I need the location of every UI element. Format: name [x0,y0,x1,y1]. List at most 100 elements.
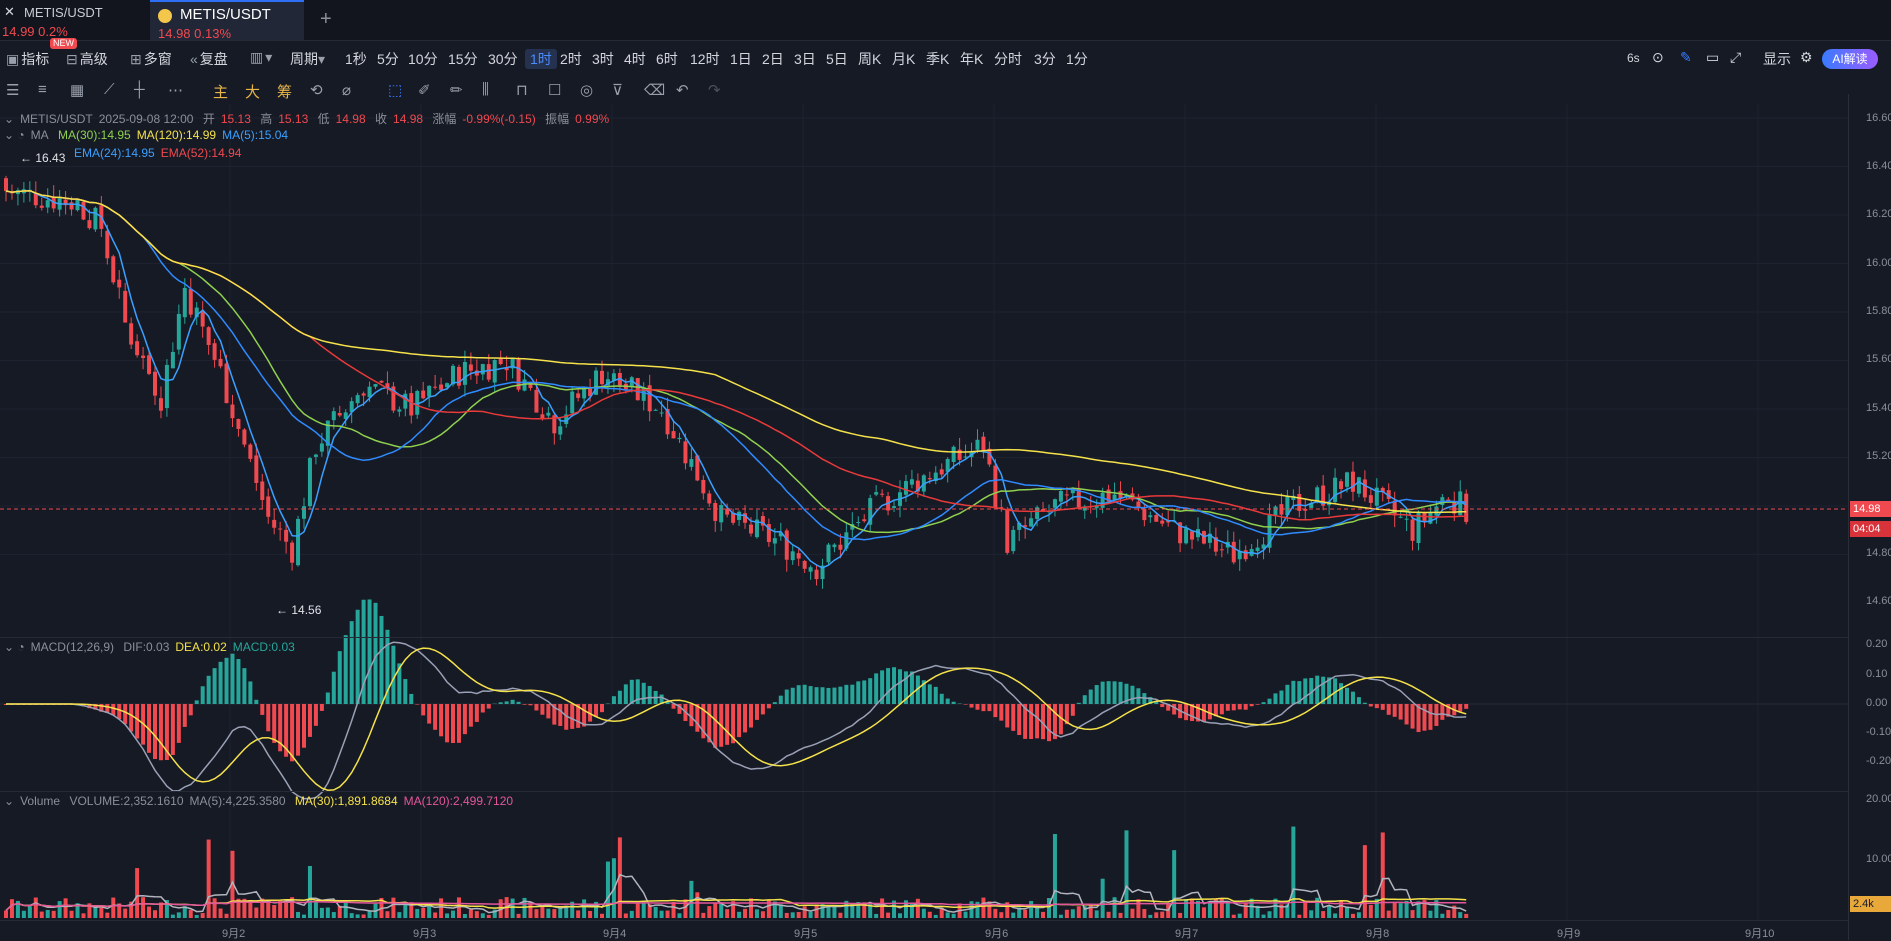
macd-bar [1011,704,1015,731]
macd-bar [374,603,378,704]
candle [892,506,896,508]
volume-bar [952,914,956,918]
macd-bar [785,690,789,704]
macd-bar [844,685,848,704]
macd-bar [725,704,729,745]
macd-bar [207,676,211,704]
macd-bar [910,671,914,704]
collapse-icon[interactable]: ⌄ ◔ [4,640,25,654]
candle [105,231,109,258]
volume-bar [296,912,300,918]
macd-bar [1220,704,1224,714]
collapse-icon[interactable]: ⌄ [4,794,14,808]
last-price-tag: 14.98 [1850,501,1891,517]
macd-bar [183,704,187,727]
macd-bar [534,704,538,710]
candle [320,443,324,451]
volume-bar [1428,911,1432,918]
volume-bar [546,909,550,918]
candle [856,522,860,523]
candle [397,409,401,411]
volume-bar [397,912,401,918]
volume-bar [111,898,115,918]
candle [981,437,985,452]
volume-bar [1262,915,1266,918]
candle [147,355,151,374]
volume-bar [4,911,8,918]
macd-bar [928,684,932,704]
candle [439,385,443,390]
candle [737,512,741,520]
macd-bar [403,679,407,704]
candle [356,395,360,403]
macd-bar [868,678,872,704]
volume-bar [1178,913,1182,918]
volume-bar [391,898,395,918]
candle [296,519,300,565]
macd-bar [594,704,598,717]
volume-bar [916,899,920,918]
candle [1011,530,1015,551]
candle [791,551,795,560]
volume-bar [1065,910,1069,918]
candle [1148,515,1152,517]
pane-divider[interactable] [0,791,1848,792]
alert-icon[interactable]: ⌄ ◔ [4,128,25,142]
candle [1357,477,1361,493]
price-tick: 16.60 [1866,112,1891,124]
pane-divider[interactable] [0,637,1848,638]
volume-bar [934,915,938,918]
volume-bar [1303,902,1307,918]
candle [570,392,574,414]
macd-bar [1399,704,1403,720]
volume-bar [1208,901,1212,918]
macd-bar [1268,699,1272,704]
macd-bar [1375,704,1379,708]
volume-bar [463,914,467,918]
macd-bar [1077,703,1081,704]
macd-bar [618,691,622,704]
volume-bar [999,912,1003,918]
macd-bar [695,704,699,732]
macd-bar [445,704,449,742]
macd-bar [987,704,991,711]
price-tick: 16.20 [1866,208,1891,220]
macd-bar [248,681,252,704]
volume-bar [153,910,157,918]
macd-bar [409,694,413,704]
macd-bar [427,704,431,724]
macd-bar [523,704,527,705]
candle [1434,507,1438,516]
candle [1005,509,1009,553]
macd-bar [737,704,741,737]
volume-bar [588,911,592,918]
candle [338,413,342,416]
macd-bar [302,704,306,748]
volume-bar [308,866,312,918]
candle [576,393,580,398]
macd-bar [856,681,860,704]
date-tick: 9月4 [603,925,626,941]
macd-bar [368,599,372,704]
volume-bar [803,906,807,918]
candle [689,459,693,467]
macd-bar [517,702,521,704]
collapse-icon[interactable]: ⌄ [4,112,14,126]
candle [1053,499,1057,508]
ma30-line [6,191,1466,533]
volume-bar [886,913,890,918]
macd-bar [219,662,223,704]
candle [803,561,807,569]
price-tick: 15.80 [1866,305,1891,317]
candle [225,364,229,404]
macd-bar [1238,704,1242,709]
macd-bar [242,668,246,704]
macd-bar [272,704,276,743]
candle [242,430,246,445]
volume-bar [1023,910,1027,918]
candle [1351,472,1355,492]
candle [230,405,234,419]
price-axis[interactable] [1848,94,1891,940]
macd-bar [1315,676,1319,704]
